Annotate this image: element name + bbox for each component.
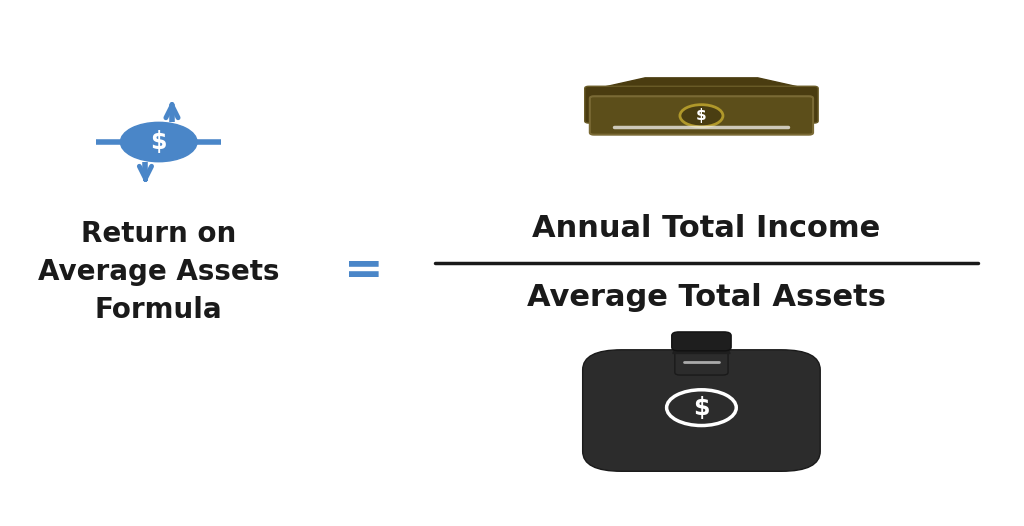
Circle shape bbox=[121, 123, 197, 161]
Polygon shape bbox=[673, 341, 730, 353]
Text: Formula: Formula bbox=[95, 296, 222, 324]
Text: Annual Total Income: Annual Total Income bbox=[532, 214, 881, 244]
Text: Average Assets: Average Assets bbox=[38, 258, 280, 286]
Text: $: $ bbox=[151, 130, 167, 154]
FancyBboxPatch shape bbox=[675, 350, 728, 375]
FancyBboxPatch shape bbox=[672, 332, 731, 351]
Circle shape bbox=[680, 105, 723, 127]
Text: =: = bbox=[344, 249, 383, 295]
Polygon shape bbox=[589, 78, 814, 90]
Text: $: $ bbox=[693, 396, 710, 420]
FancyBboxPatch shape bbox=[585, 86, 818, 123]
Text: Average Total Assets: Average Total Assets bbox=[527, 282, 886, 312]
Text: Return on: Return on bbox=[81, 220, 237, 248]
Text: $: $ bbox=[696, 108, 707, 123]
FancyBboxPatch shape bbox=[590, 96, 813, 135]
FancyBboxPatch shape bbox=[583, 350, 820, 471]
